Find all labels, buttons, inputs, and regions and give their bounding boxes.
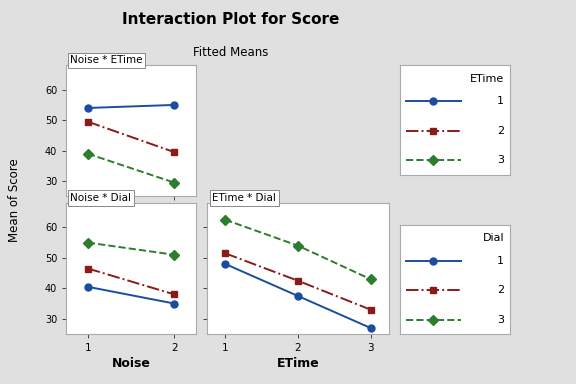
Text: Mean of Score: Mean of Score	[8, 158, 21, 242]
Text: 1: 1	[497, 256, 505, 266]
Text: Interaction Plot for Score: Interaction Plot for Score	[122, 12, 339, 26]
Text: 1: 1	[497, 96, 505, 106]
Text: Dial: Dial	[483, 233, 505, 243]
Text: ETime: ETime	[470, 74, 505, 84]
Text: 3: 3	[497, 315, 505, 325]
X-axis label: ETime: ETime	[276, 357, 319, 370]
Text: Noise * ETime: Noise * ETime	[70, 55, 143, 65]
Text: Fitted Means: Fitted Means	[193, 46, 268, 59]
X-axis label: Noise: Noise	[112, 357, 150, 370]
Text: Noise * Dial: Noise * Dial	[70, 193, 131, 203]
Text: 3: 3	[497, 156, 505, 166]
Text: 2: 2	[497, 285, 505, 295]
Text: 2: 2	[497, 126, 505, 136]
Text: ETime * Dial: ETime * Dial	[213, 193, 276, 203]
